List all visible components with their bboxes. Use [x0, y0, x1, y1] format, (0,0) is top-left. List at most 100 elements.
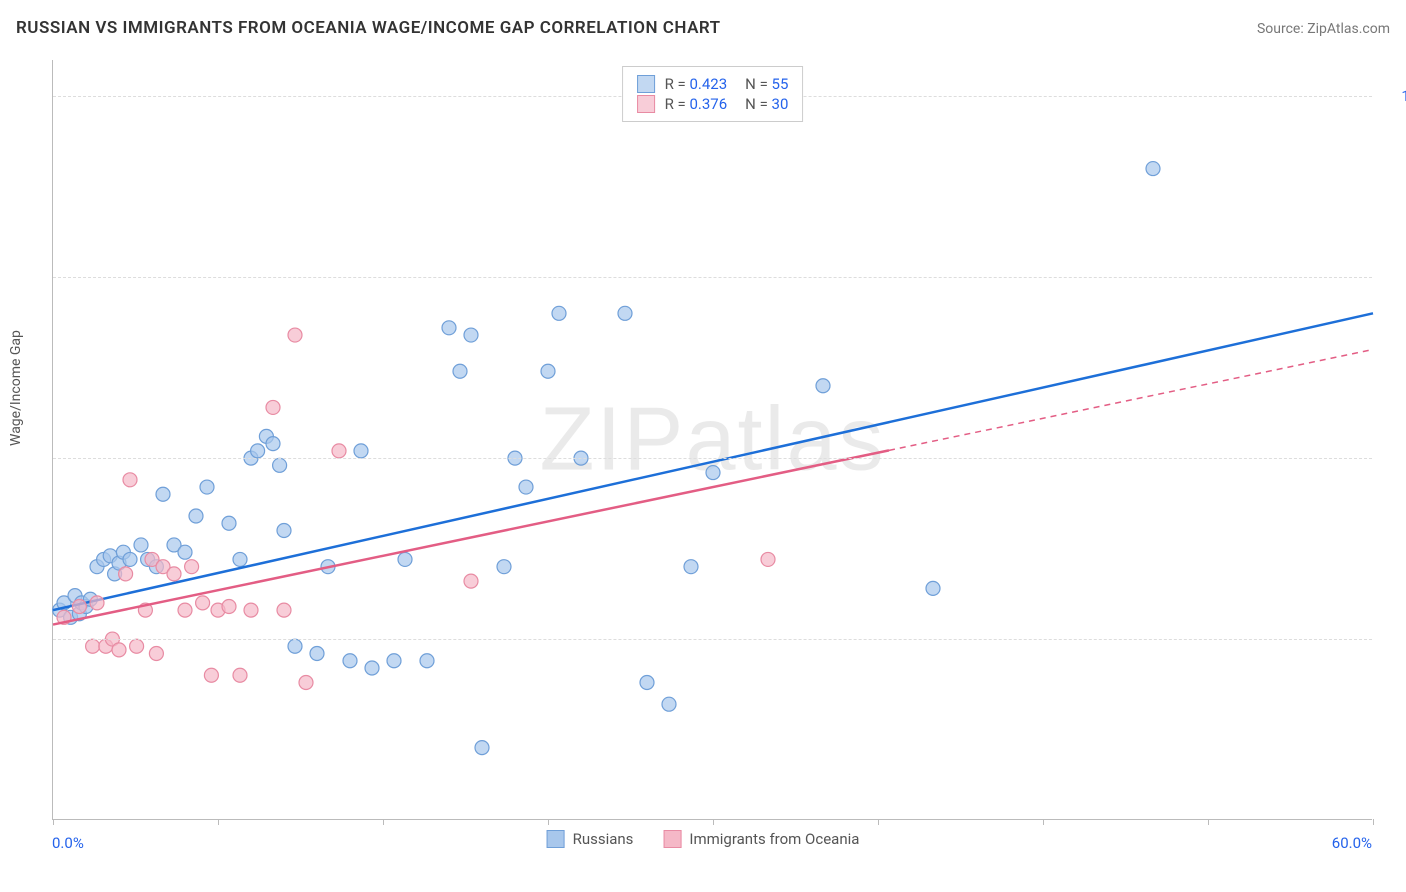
legend-item: Immigrants from Oceania [663, 830, 859, 848]
x-tick [218, 819, 219, 825]
data-point [222, 516, 236, 530]
data-point [1146, 162, 1160, 176]
data-point [244, 603, 258, 617]
data-point [288, 328, 302, 342]
data-point [464, 574, 478, 588]
data-point [277, 603, 291, 617]
legend-swatch [663, 830, 681, 848]
x-tick [878, 819, 879, 825]
legend-swatch [637, 75, 655, 93]
legend-swatch [547, 830, 565, 848]
data-point [277, 523, 291, 537]
x-tick [713, 819, 714, 825]
x-max-label: 60.0% [1332, 834, 1372, 852]
data-point [123, 552, 137, 566]
data-point [130, 639, 144, 653]
stat-n-value: 55 [772, 75, 789, 93]
data-point [112, 643, 126, 657]
data-point [662, 697, 676, 711]
data-point [618, 306, 632, 320]
data-point [90, 596, 104, 610]
x-min-label: 0.0% [52, 834, 84, 852]
chart-title: RUSSIAN VS IMMIGRANTS FROM OCEANIA WAGE/… [16, 18, 721, 38]
y-axis-label: Wage/Income Gap [8, 330, 24, 446]
data-point [185, 560, 199, 574]
data-point [149, 647, 163, 661]
data-point [365, 661, 379, 675]
data-point [233, 552, 247, 566]
x-tick [383, 819, 384, 825]
data-point [86, 639, 100, 653]
data-point [251, 444, 265, 458]
data-point [123, 473, 137, 487]
data-point [354, 444, 368, 458]
x-tick [1373, 819, 1374, 825]
legend-label: Russians [573, 830, 634, 848]
legend-label: Immigrants from Oceania [689, 830, 859, 848]
stat-n-label: N = 30 [745, 95, 788, 113]
gridline [53, 639, 1372, 640]
stat-r-value: 0.423 [689, 75, 727, 93]
data-point [387, 654, 401, 668]
stat-r-value: 0.376 [689, 95, 727, 113]
data-point [233, 668, 247, 682]
x-tick [548, 819, 549, 825]
data-point [189, 509, 203, 523]
stats-legend: R = 0.423 N = 55 R = 0.376 N = 30 [622, 66, 804, 122]
stat-r-label: R = 0.376 [665, 95, 728, 113]
stats-legend-row: R = 0.376 N = 30 [637, 95, 789, 113]
data-point [310, 647, 324, 661]
data-point [816, 379, 830, 393]
data-point [453, 364, 467, 378]
data-point [200, 480, 214, 494]
x-tick [1208, 819, 1209, 825]
data-point [343, 654, 357, 668]
data-point [464, 328, 478, 342]
data-point [398, 552, 412, 566]
data-point [684, 560, 698, 574]
trend-line-dashed [889, 350, 1373, 451]
x-tick [53, 819, 54, 825]
data-point [926, 581, 940, 595]
data-point [156, 487, 170, 501]
stat-r-label: R = 0.423 [665, 75, 728, 93]
data-point [552, 306, 566, 320]
trend-line [53, 450, 889, 624]
data-point [204, 668, 218, 682]
data-point [196, 596, 210, 610]
data-point [266, 400, 280, 414]
plot-area: ZIPatlas R = 0.423N = 55R = 0.376N = 30 … [52, 60, 1372, 820]
legend-item: Russians [547, 830, 634, 848]
data-point [332, 444, 346, 458]
title-bar: RUSSIAN VS IMMIGRANTS FROM OCEANIA WAGE/… [16, 18, 1390, 38]
data-point [761, 552, 775, 566]
legend-swatch [637, 95, 655, 113]
y-tick-label: 100.0% [1401, 87, 1406, 105]
data-point [475, 741, 489, 755]
data-point [541, 364, 555, 378]
data-point [706, 466, 720, 480]
plot-svg [53, 60, 1372, 819]
data-point [178, 603, 192, 617]
data-point [72, 599, 86, 613]
source-label: Source: ZipAtlas.com [1257, 21, 1390, 37]
data-point [266, 437, 280, 451]
data-point [497, 560, 511, 574]
data-point [273, 458, 287, 472]
stats-legend-row: R = 0.423 N = 55 [637, 75, 789, 93]
data-point [299, 675, 313, 689]
stat-n-label: N = 55 [745, 75, 788, 93]
data-point [119, 567, 133, 581]
data-point [178, 545, 192, 559]
data-point [134, 538, 148, 552]
data-point [288, 639, 302, 653]
chart-container: RUSSIAN VS IMMIGRANTS FROM OCEANIA WAGE/… [0, 0, 1406, 892]
data-point [167, 567, 181, 581]
gridline [53, 458, 1372, 459]
data-point [442, 321, 456, 335]
data-point [640, 675, 654, 689]
data-point [420, 654, 434, 668]
data-point [519, 480, 533, 494]
gridline [53, 277, 1372, 278]
stat-n-value: 30 [772, 95, 789, 113]
